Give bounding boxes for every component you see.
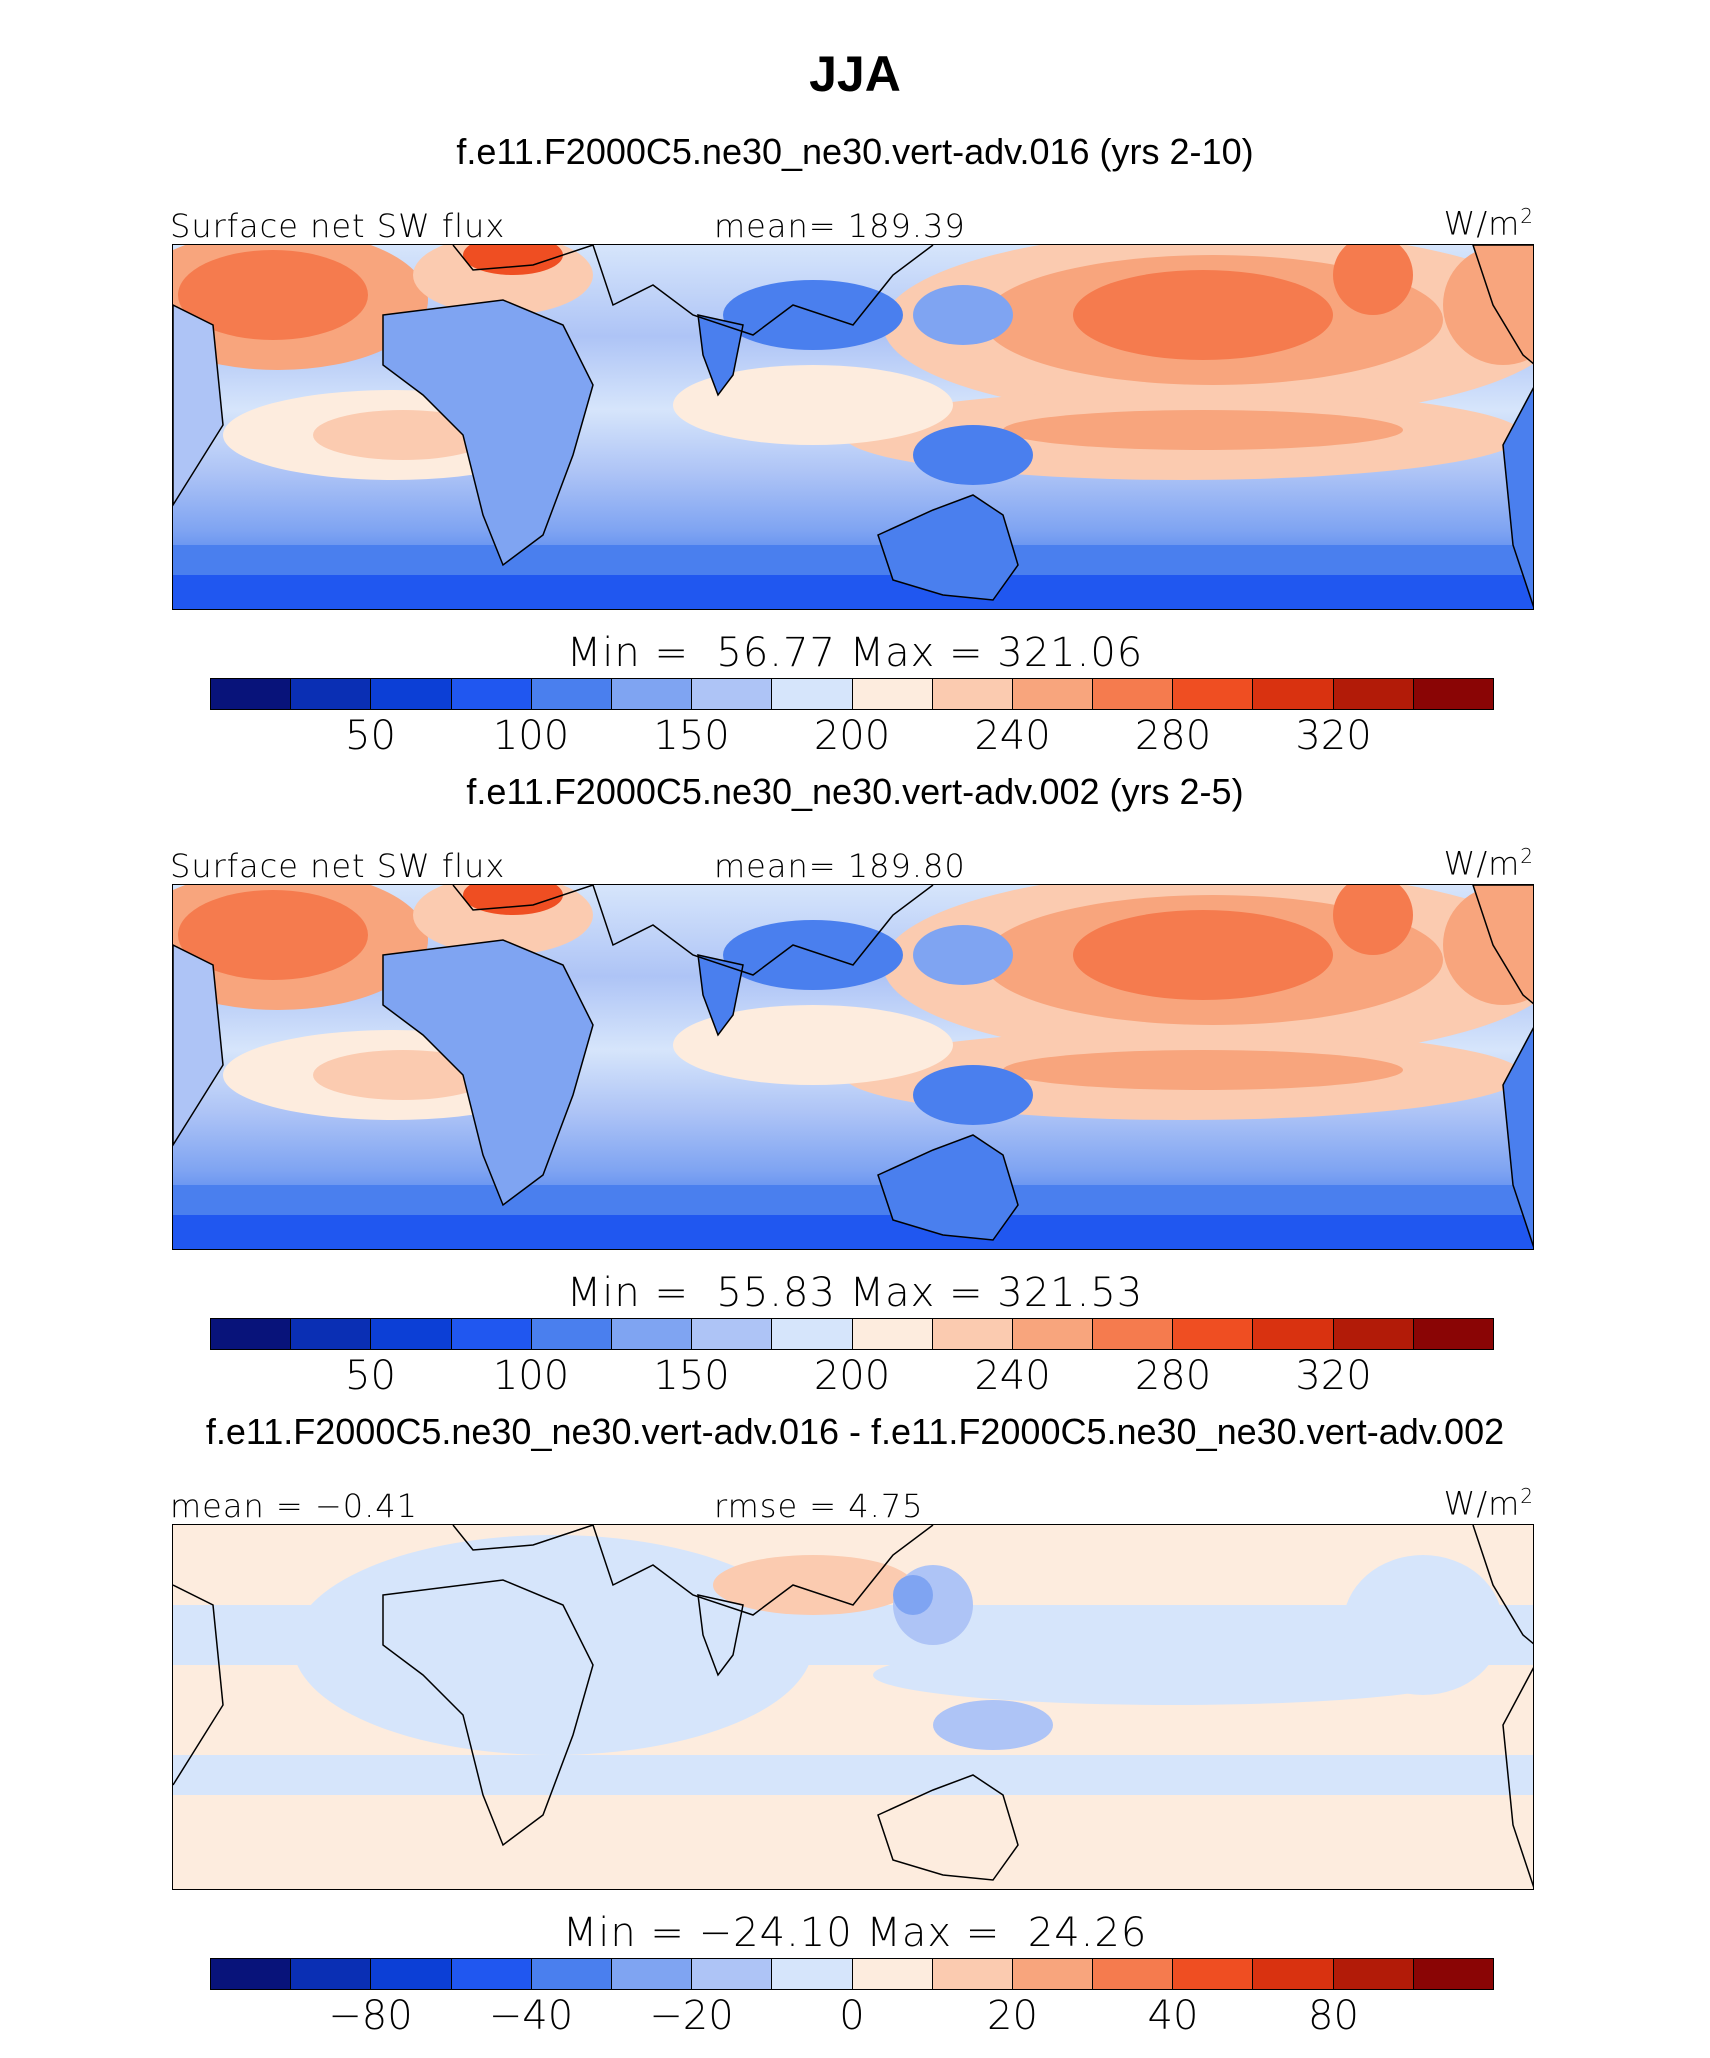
colorbar-tick-label: 50 <box>345 713 396 759</box>
colorbar-tick-label: 100 <box>492 1353 570 1399</box>
colorbar-swatch <box>611 1319 693 1349</box>
panel-1-colorbar-ticks: 50 100 150 200 240 280 320 <box>210 714 1494 758</box>
colorbar-swatch <box>1173 679 1254 709</box>
colorbar-tick-label: −20 <box>649 1993 734 2039</box>
colorbar-swatch <box>1093 1319 1174 1349</box>
colorbar-swatch <box>371 679 452 709</box>
colorbar-tick-label: 240 <box>974 713 1051 759</box>
colorbar-tick-label: 200 <box>813 1353 891 1399</box>
panel-1-map <box>172 244 1534 610</box>
colorbar-tick-label: 240 <box>974 1353 1051 1399</box>
panel-2-colorbar <box>210 1318 1494 1350</box>
panel-3-rmse-label: rmse = 4.75 <box>714 1487 924 1525</box>
colorbar-swatch <box>451 679 532 709</box>
colorbar-tick-label: 320 <box>1295 1353 1372 1399</box>
colorbar-tick-label: 50 <box>345 1353 396 1399</box>
colorbar-swatch <box>531 1319 612 1349</box>
colorbar-tick-label: 40 <box>1147 1993 1199 2039</box>
colorbar-swatch <box>1413 679 1493 709</box>
colorbar-swatch <box>1012 1959 1094 1989</box>
colorbar-swatch <box>1253 679 1334 709</box>
colorbar-tick-label: 280 <box>1134 1353 1212 1399</box>
colorbar-swatch <box>1012 679 1094 709</box>
colorbar-tick-label: 320 <box>1295 713 1372 759</box>
colorbar-swatch <box>1173 1959 1254 1989</box>
panel-2-mean-label: mean= 189.80 <box>714 847 966 885</box>
panel-1-units-label: W/m2 <box>1443 204 1534 243</box>
colorbar-swatch <box>772 1959 853 1989</box>
colorbar-tick-label: 280 <box>1134 713 1212 759</box>
panel-2-min-max: Min = 55.83 Max = 321.53 <box>566 1270 1144 1316</box>
colorbar-tick-label: 20 <box>987 1993 1038 2039</box>
colorbar-swatch <box>1333 1959 1414 1989</box>
panel-3-colorbar-ticks: −80 −40 −20 0 20 40 80 <box>210 1994 1494 2038</box>
panel-2-field-plot <box>173 885 1533 1249</box>
colorbar-swatch <box>451 1959 532 1989</box>
colorbar-swatch <box>772 1319 853 1349</box>
panel-3-mean-label: mean = −0.41 <box>170 1487 418 1525</box>
panel-1-colorbar <box>210 678 1494 710</box>
colorbar-swatch <box>1012 1319 1094 1349</box>
colorbar-swatch <box>611 1959 693 1989</box>
colorbar-tick-label: −40 <box>488 1993 574 2039</box>
colorbar-swatch <box>772 679 853 709</box>
panel-3-case-title: f.e11.F2000C5.ne30_ne30.vert-adv.016 - f… <box>205 1411 1505 1452</box>
panel-2-map <box>172 884 1534 1250</box>
colorbar-swatch <box>211 679 292 709</box>
colorbar-swatch <box>1333 679 1414 709</box>
panel-3-units-label: W/m2 <box>1443 1484 1534 1523</box>
colorbar-tick-label: −80 <box>328 1993 413 2039</box>
colorbar-swatch <box>1413 1319 1493 1349</box>
colorbar-swatch <box>211 1319 292 1349</box>
colorbar-swatch <box>291 679 372 709</box>
colorbar-swatch <box>1093 1959 1174 1989</box>
colorbar-swatch <box>852 679 933 709</box>
colorbar-swatch <box>1173 1319 1254 1349</box>
colorbar-tick-label: 150 <box>653 713 730 759</box>
colorbar-swatch <box>291 1319 372 1349</box>
colorbar-swatch <box>451 1319 532 1349</box>
panel-2-colorbar-ticks: 50 100 150 200 240 280 320 <box>210 1354 1494 1398</box>
colorbar-swatch <box>852 1319 933 1349</box>
colorbar-swatch <box>852 1959 933 1989</box>
panel-3-colorbar <box>210 1958 1494 1990</box>
colorbar-swatch <box>692 1319 773 1349</box>
panel-1-min-max: Min = 56.77 Max = 321.06 <box>566 630 1144 676</box>
panel-3-difference-plot <box>173 1525 1533 1889</box>
colorbar-tick-label: 200 <box>813 713 891 759</box>
colorbar-swatch <box>1413 1959 1493 1989</box>
colorbar-swatch <box>1093 679 1174 709</box>
colorbar-swatch <box>211 1959 292 1989</box>
panel-2-case-title: f.e11.F2000C5.ne30_ne30.vert-adv.002 (yr… <box>466 771 1244 812</box>
colorbar-tick-label: 80 <box>1308 1993 1359 2039</box>
colorbar-tick-label: 150 <box>653 1353 730 1399</box>
panel-3-min-max: Min = −24.10 Max = 24.26 <box>562 1910 1148 1956</box>
colorbar-swatch <box>692 679 773 709</box>
colorbar-tick-label: 0 <box>839 1993 865 2039</box>
colorbar-swatch <box>1253 1959 1334 1989</box>
colorbar-swatch <box>932 1959 1013 1989</box>
colorbar-swatch <box>611 679 693 709</box>
colorbar-swatch <box>291 1959 372 1989</box>
colorbar-swatch <box>371 1959 452 1989</box>
colorbar-swatch <box>1333 1319 1414 1349</box>
panel-1-field-plot <box>173 245 1533 609</box>
colorbar-swatch <box>1253 1319 1334 1349</box>
colorbar-swatch <box>932 1319 1013 1349</box>
panel-2-variable-label: Surface net SW flux <box>170 847 506 885</box>
panel-1-case-title: f.e11.F2000C5.ne30_ne30.vert-adv.016 (yr… <box>456 131 1254 172</box>
colorbar-swatch <box>531 1959 612 1989</box>
colorbar-tick-label: 100 <box>492 713 570 759</box>
panel-1-mean-label: mean= 189.39 <box>714 207 966 245</box>
panel-3-map <box>172 1524 1534 1890</box>
colorbar-swatch <box>932 679 1013 709</box>
colorbar-swatch <box>371 1319 452 1349</box>
colorbar-swatch <box>692 1959 773 1989</box>
colorbar-swatch <box>531 679 612 709</box>
panel-1-variable-label: Surface net SW flux <box>170 207 506 245</box>
panel-2-units-label: W/m2 <box>1443 844 1534 883</box>
figure-title: JJA <box>809 46 901 102</box>
